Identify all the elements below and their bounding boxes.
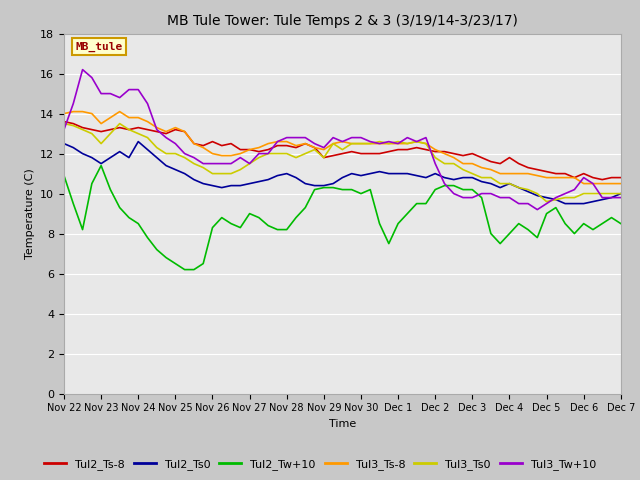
Text: MB_tule: MB_tule bbox=[75, 42, 122, 52]
Y-axis label: Temperature (C): Temperature (C) bbox=[24, 168, 35, 259]
X-axis label: Time: Time bbox=[329, 419, 356, 429]
Legend: Tul2_Ts-8, Tul2_Ts0, Tul2_Tw+10, Tul3_Ts-8, Tul3_Ts0, Tul3_Tw+10: Tul2_Ts-8, Tul2_Ts0, Tul2_Tw+10, Tul3_Ts… bbox=[40, 455, 600, 474]
Title: MB Tule Tower: Tule Temps 2 & 3 (3/19/14-3/23/17): MB Tule Tower: Tule Temps 2 & 3 (3/19/14… bbox=[167, 14, 518, 28]
